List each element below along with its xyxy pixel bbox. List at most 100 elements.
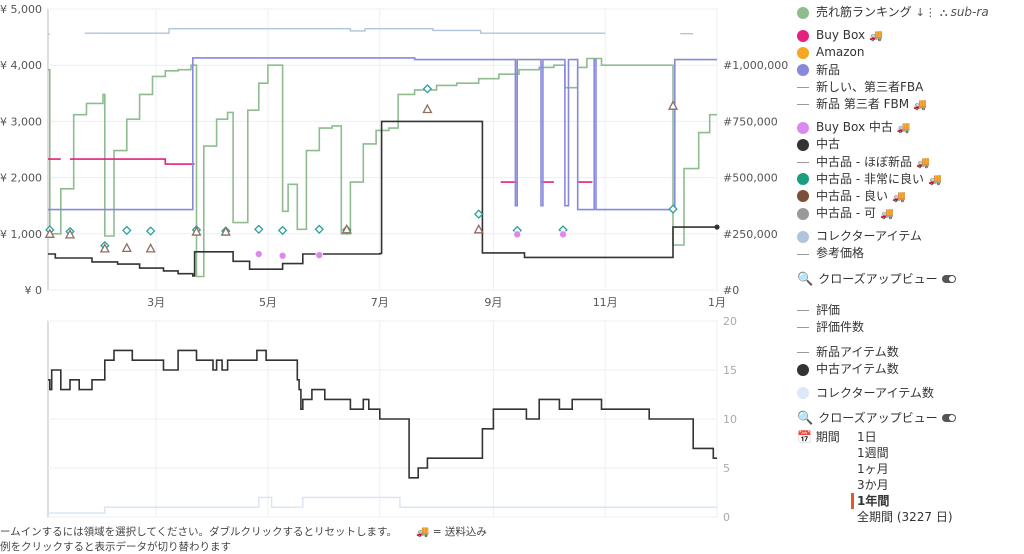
- legend-used-acceptable[interactable]: 中古品 - 可 🚚: [797, 205, 1024, 222]
- legend-used-count[interactable]: 中古アイテム数: [797, 361, 1024, 378]
- amazon-dot: [797, 46, 809, 59]
- legend-rating[interactable]: 評価: [797, 302, 1024, 319]
- legend-label: Amazon: [816, 45, 865, 60]
- sort-icon[interactable]: ↓⋮: [915, 6, 936, 19]
- legend-used[interactable]: 中古: [797, 136, 1024, 153]
- dash-icon: [797, 86, 809, 88]
- y-left-tick-label: ¥ 0: [25, 284, 43, 297]
- y-right-tick-label: 15: [723, 364, 737, 377]
- buybox-dot: [797, 29, 809, 42]
- period-option[interactable]: 1年間: [851, 492, 953, 509]
- legend-collectible[interactable]: コレクターアイテム: [797, 228, 1024, 245]
- legend-label: Buy Box 中古: [816, 120, 893, 135]
- marker-中古品 - 良い: [473, 223, 484, 234]
- legend-label: 中古アイテム数: [816, 362, 899, 377]
- legend-new-fba[interactable]: 新しい、第三者FBA: [797, 79, 1024, 96]
- legend-label: 中古品 - ほぼ新品: [816, 154, 912, 169]
- series-中古アイテム数: [48, 349, 717, 479]
- period-selector: 📅 期間 1日 1週間 1ヶ月 3か月 1年間 全期間 (3227 日): [797, 429, 1024, 525]
- truck-icon: 🚚: [927, 172, 942, 186]
- legend-panel: 売れ筋ランキング ↓⋮ ⛬ sub-ra Buy Box 🚚 Amazon 新品…: [797, 4, 1024, 525]
- y-right-tick-label: 20: [723, 315, 737, 328]
- period-heading: 📅 期間: [797, 429, 857, 525]
- used-very-good-dot: [797, 173, 809, 186]
- legend-buybox-used[interactable]: Buy Box 中古 🚚: [797, 119, 1024, 136]
- closeup-toggle-1[interactable]: 🔍 クローズアップビュー: [797, 271, 1024, 288]
- legend-new[interactable]: 新品: [797, 62, 1024, 79]
- price-rank-chart[interactable]: ¥ 0 ¥ 1,000 ¥ 2,000 ¥ 3,000 ¥ 4,000 ¥ 5,000 #0…: [0, 3, 788, 309]
- offer-count-chart[interactable]: 0 5 10 15 20: [47, 315, 737, 524]
- closeup-label: クローズアップビュー: [818, 271, 938, 286]
- period-options: 1日 1週間 1ヶ月 3か月 1年間 全期間 (3227 日): [851, 429, 953, 525]
- used-good-dot: [797, 190, 809, 203]
- dash-icon: [797, 161, 809, 163]
- x-tick-label: 3月: [147, 296, 165, 309]
- collectible-count-dot: [797, 387, 809, 400]
- toggle-switch[interactable]: [941, 275, 956, 284]
- legend-used-good[interactable]: 中古品 - 良い 🚚: [797, 188, 1024, 205]
- x-tick-label: 9月: [484, 296, 502, 309]
- shipping-note: 🚚 = 送料込み: [416, 526, 487, 538]
- legend-new-count[interactable]: 新品アイテム数: [797, 344, 1024, 361]
- x-tick-label: 11月: [593, 296, 618, 309]
- period-option[interactable]: 全期間 (3227 日): [857, 509, 953, 524]
- legend-label: 参考価格: [816, 246, 865, 261]
- marker-中古品 - 良い: [145, 243, 156, 253]
- zoom-hint-text: ームインするには領域を選択してください。ダブルクリックするとリセットします。: [0, 526, 398, 538]
- legend-new-fbm[interactable]: 新品 第三者 FBM 🚚: [797, 96, 1024, 113]
- legend-label: 新しい、第三者FBA: [816, 79, 924, 94]
- period-option[interactable]: 1ヶ月: [857, 461, 889, 476]
- closeup-toggle-2[interactable]: 🔍 クローズアップビュー: [797, 410, 1024, 427]
- legend-label: 評価: [816, 302, 841, 317]
- legend-label: 新品: [816, 62, 841, 77]
- dash-icon: [797, 327, 809, 329]
- marker-Buy Box 中古: [315, 251, 324, 260]
- legend-label: 新品アイテム数: [816, 345, 899, 360]
- marker-Buy Box 中古: [513, 230, 522, 239]
- x-tick-label: 1月: [708, 296, 726, 309]
- truck-icon: 🚚: [869, 29, 883, 43]
- legend-rating-count[interactable]: 評価件数: [797, 319, 1024, 336]
- truck-icon: 🚚: [896, 121, 911, 135]
- y-left-tick-label: ¥ 5,000: [0, 3, 42, 16]
- legend-label: 中古品 - 非常に良い: [816, 171, 924, 186]
- used-count-dot: [797, 363, 809, 376]
- sub-ranking-label[interactable]: sub-ra: [950, 5, 989, 19]
- legend-list-price[interactable]: 参考価格: [797, 245, 1024, 262]
- legend-used-like-new[interactable]: 中古品 - ほぼ新品 🚚: [797, 154, 1024, 171]
- legend-used-very-good[interactable]: 中古品 - 非常に良い 🚚: [797, 171, 1024, 188]
- legend-label: 中古: [816, 137, 841, 152]
- marker-Buy Box 中古: [278, 251, 287, 260]
- truck-icon: 🚚: [915, 155, 930, 169]
- legend-label: 中古品 - 可: [816, 206, 876, 221]
- y-left-tick-label: ¥ 2,000: [0, 172, 42, 185]
- series-コレクターアイテム: [84, 28, 606, 34]
- marker-中古品 - 良い: [121, 242, 132, 253]
- period-label: 期間: [815, 429, 840, 444]
- dash-icon: [797, 352, 809, 354]
- y-right-tick-label: 5: [723, 462, 730, 475]
- dash-icon: [797, 104, 809, 106]
- marker-中古品 - 良い: [667, 100, 679, 110]
- legend-collectible-count[interactable]: コレクターアイテム数: [797, 385, 1024, 402]
- legend-sales-rank[interactable]: 売れ筋ランキング ↓⋮ ⛬ sub-ra: [797, 4, 1024, 21]
- period-option[interactable]: 3か月: [857, 477, 889, 492]
- new-dot: [797, 64, 809, 77]
- legend-amazon[interactable]: Amazon: [797, 44, 1024, 61]
- period-option[interactable]: 1週間: [857, 445, 889, 460]
- footer-hint-2: 例をクリックすると表示データが切り替わります: [0, 539, 231, 554]
- marker-中古品 - 良い: [220, 226, 231, 236]
- period-option[interactable]: 1日: [857, 429, 877, 444]
- y-left-tick-label: ¥ 3,000: [0, 115, 42, 128]
- legend-buybox[interactable]: Buy Box 🚚: [797, 27, 1024, 44]
- truck-icon: 🚚: [891, 189, 906, 203]
- marker-Buy Box 中古: [559, 230, 568, 239]
- chart-area[interactable]: ¥ 0 ¥ 1,000 ¥ 2,000 ¥ 3,000 ¥ 4,000 ¥ 5,000 #0…: [0, 0, 790, 544]
- magnifier-icon: 🔍: [797, 271, 814, 287]
- truck-icon: 🚚: [879, 207, 894, 221]
- series-コレクターアイテム数: [48, 496, 717, 514]
- x-tick-label: 5月: [259, 296, 277, 309]
- toggle-switch[interactable]: [941, 414, 956, 423]
- marker-中古品 - 良い: [44, 228, 55, 238]
- sitemap-icon[interactable]: ⛬: [939, 6, 948, 19]
